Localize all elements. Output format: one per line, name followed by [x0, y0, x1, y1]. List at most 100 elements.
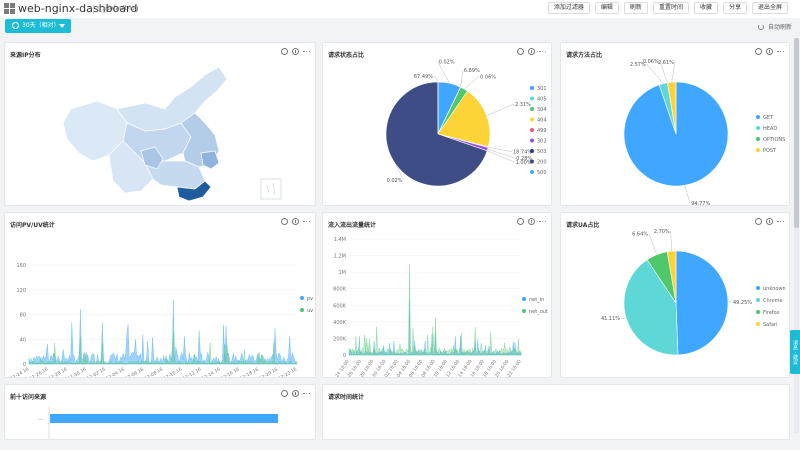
legend-label[interactable]: unknown	[763, 286, 786, 292]
panel-title: 访问PV/UV统计	[10, 222, 55, 229]
zoom-icon[interactable]	[517, 218, 524, 225]
legend-label[interactable]: POST	[763, 148, 777, 154]
info-icon[interactable]	[292, 48, 299, 55]
scope-value[interactable]: default-log	[106, 5, 139, 12]
info-icon[interactable]	[292, 218, 299, 225]
zoom-icon[interactable]	[517, 48, 524, 55]
pie-leader-line	[671, 62, 676, 83]
legend-label[interactable]: 404	[537, 118, 547, 124]
map-region-southwest[interactable]	[108, 140, 154, 194]
map-region-guangdong[interactable]	[176, 180, 212, 202]
pie-leader-line	[437, 61, 450, 84]
toolbar: 添加过滤器 编辑 刷新 重置时间 收藏 分享 退出全屏	[547, 2, 788, 14]
more-icon[interactable]	[777, 48, 784, 55]
share-button[interactable]: 分享	[722, 2, 747, 14]
pie-slice-get[interactable]	[623, 81, 729, 187]
more-icon[interactable]	[539, 48, 546, 55]
area-series-uv[interactable]	[28, 331, 298, 365]
pie-slice-post[interactable]	[667, 81, 677, 135]
legend-label[interactable]: 304	[537, 107, 547, 113]
zoom-icon[interactable]	[755, 48, 762, 55]
pie-leader-line	[648, 233, 657, 255]
legend-label[interactable]: 405	[537, 97, 547, 103]
title-divider	[93, 5, 94, 14]
legend-label[interactable]: 500	[537, 170, 547, 176]
legend-label[interactable]: Chrome	[763, 298, 783, 304]
y-tick-label: 800K	[333, 287, 347, 293]
map-region-sichuan[interactable]	[140, 146, 164, 170]
pie-leader-line	[463, 76, 480, 90]
pie-data-label: 0.02%	[387, 178, 403, 184]
legend-label[interactable]: uv	[307, 308, 313, 314]
pie-slice-unknown[interactable]	[675, 250, 729, 356]
legend-label[interactable]: 499	[537, 128, 547, 134]
x-tick-label: 12-20 16	[258, 366, 279, 378]
legend-label[interactable]: net_in	[529, 297, 544, 303]
more-icon[interactable]	[777, 218, 784, 225]
inset-islands	[266, 182, 276, 196]
x-tick-label: 12-16 16	[220, 366, 241, 378]
refresh-button[interactable]: 刷新	[623, 2, 648, 14]
time-range-button[interactable]: 30天（相对）	[5, 19, 71, 33]
legend-label[interactable]: HEAD	[763, 126, 777, 132]
favorite-button[interactable]: 收藏	[693, 2, 718, 14]
info-icon[interactable]	[528, 218, 535, 225]
map-region-zhejiang[interactable]	[200, 150, 220, 170]
legend-label[interactable]: Safari	[763, 322, 778, 328]
area-series-net_out[interactable]	[348, 264, 522, 356]
pie-data-label: 18.74%	[513, 150, 532, 156]
legend-label[interactable]: 503	[537, 149, 547, 155]
legend-label[interactable]: 301	[537, 86, 547, 92]
legend-swatch	[530, 138, 534, 143]
pie-data-label: 41.11%	[601, 316, 620, 322]
pv-uv-area-chart: 0 40 80 120 160 11-24 16 11-26 16 11-28 16 11-30…	[9, 263, 313, 378]
legend-label[interactable]: 302	[537, 139, 547, 145]
info-icon[interactable]	[766, 218, 773, 225]
pie-slice-chrome[interactable]	[623, 259, 679, 356]
zoom-icon[interactable]	[281, 48, 288, 55]
pie-data-label: 2.57%	[630, 62, 646, 68]
pie-slice-404[interactable]	[437, 90, 491, 148]
map-region-north[interactable]	[116, 66, 228, 132]
legend-label[interactable]: 200	[537, 160, 547, 166]
exit-fullscreen-button[interactable]: 退出全屏	[751, 2, 788, 14]
legend-label[interactable]: Firefox	[763, 310, 780, 316]
info-icon[interactable]	[292, 390, 299, 397]
legend-label[interactable]: OPTIONS	[763, 137, 785, 143]
pie-data-label: 0.02%	[439, 60, 455, 66]
reset-time-button[interactable]: 重置时间	[652, 2, 689, 14]
area-series-net_in[interactable]	[348, 300, 522, 356]
panel-icons	[281, 48, 310, 55]
feedback-side-tab[interactable]: 消息 · 建议	[790, 330, 800, 374]
panel-title: 请求时间统计	[328, 394, 365, 401]
y-tick-label: 40	[20, 337, 26, 343]
zoom-icon[interactable]	[755, 218, 762, 225]
page-scrollbar[interactable]	[794, 38, 799, 433]
area-series-pv[interactable]	[28, 299, 298, 365]
edit-button[interactable]: 编辑	[594, 2, 619, 14]
method-pie-chart: 94.77% 2.57%0.06% 2.61% GET HEAD OPTIONS POST	[623, 59, 785, 205]
auto-refresh-toggle[interactable]: 自动刷新	[757, 22, 792, 31]
bar[interactable]	[50, 414, 278, 423]
more-icon[interactable]	[303, 390, 310, 397]
legend-label[interactable]: GET	[763, 115, 774, 121]
panel-request-ua: 请求UA占比 49.25% 41.11% 6.64% 2.70% unknown Chro…	[560, 212, 790, 378]
panel-traffic: 流入流出流量统计 0 200K 400K 600K 800K 1M 1.2M 1.4M 11-2…	[322, 212, 552, 378]
zoom-icon[interactable]	[281, 390, 288, 397]
legend-label[interactable]: pv	[307, 296, 313, 302]
more-icon[interactable]	[303, 48, 310, 55]
info-icon[interactable]	[766, 48, 773, 55]
legend-label[interactable]: net_out	[529, 309, 548, 315]
legend-swatch	[530, 96, 534, 101]
scroll-thumb[interactable]	[794, 38, 799, 228]
legend-swatch	[756, 322, 760, 326]
more-icon[interactable]	[539, 218, 546, 225]
pie-slice-200[interactable]	[385, 81, 488, 187]
legend-swatch	[756, 148, 760, 152]
info-icon[interactable]	[528, 48, 535, 55]
add-filter-button[interactable]: 添加过滤器	[547, 2, 590, 14]
y-tick-label: 1.4M	[334, 237, 346, 243]
more-icon[interactable]	[303, 218, 310, 225]
zoom-icon[interactable]	[281, 218, 288, 225]
